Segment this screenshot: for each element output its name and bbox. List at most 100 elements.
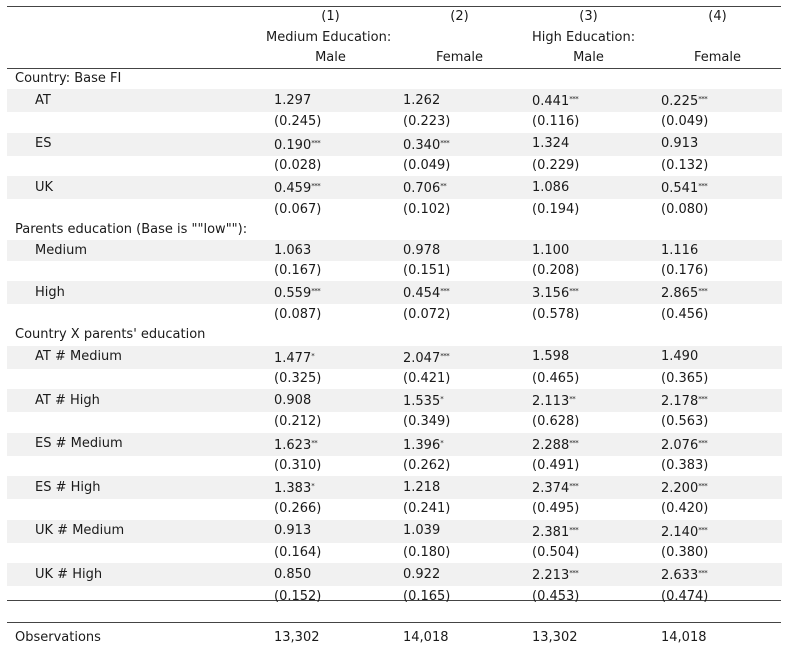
coefficient-cell: 2.865*** [653,281,782,305]
significance-stars: *** [698,569,708,578]
observations-cell: 13,302 [274,629,320,645]
std-error-cell: (0.028) [274,158,322,173]
regression-table-page: (1) (2) (3) (4) Medium Education: High E… [7,6,782,645]
coef-row: Medium 1.063 0.978 1.100 1.116 [7,240,782,261]
significance-stars: *** [569,525,579,534]
gender-label: Male [315,50,346,66]
significance-stars: *** [569,569,579,578]
observations-row: Observations 13,302 14,018 13,302 14,018 [7,627,782,648]
significance-stars: *** [569,95,579,104]
coef-row: ES 0.190*** 0.340*** 1.324 0.913 [7,132,782,156]
coef-row: ES # High 1.383* 1.218 2.374*** 2.200*** [7,476,782,500]
group-label-medium: Medium Education: [266,29,392,45]
coefficient-value: 0.850 [274,566,312,582]
variable-label: AT # Medium [7,345,266,369]
coefficient-cell: 0.978 [395,240,524,261]
std-error-cell: (0.495) [532,501,580,517]
std-error-cell: (0.365) [661,370,709,386]
variable-label: Medium [7,240,266,261]
observations-label: Observations [15,629,101,645]
coefficient-value: 2.213 [532,568,570,584]
std-error-cell: (0.151) [403,263,451,279]
coefficient-value: 1.297 [274,92,312,108]
coef-row: High 0.559*** 0.454*** 3.156*** 2.865*** [7,281,782,305]
significance-stars: *** [698,482,708,491]
coefficient-cell: 1.490 [653,345,782,369]
variable-label: AT [7,89,266,113]
std-error-cell: (0.421) [403,370,451,386]
std-error-row: (0.310) (0.262) (0.491) (0.383) [7,456,782,477]
significance-stars: *** [698,438,708,447]
coefficient-value: 2.200 [661,481,699,497]
coefficient-value: 1.116 [661,242,699,258]
std-error-cell: (0.380) [661,545,709,561]
coefficient-cell: 2.381*** [524,519,653,543]
significance-stars: *** [311,138,321,147]
significance-stars: *** [440,287,450,296]
observations-cell: 14,018 [403,629,449,645]
coefficient-cell: 1.262 [395,89,524,113]
std-error-cell: (0.132) [661,158,709,173]
std-error-cell: (0.504) [532,545,580,561]
std-error-cell: (0.578) [532,306,580,322]
top-rule [7,6,781,7]
coefficient-value: 0.913 [274,523,312,539]
significance-stars: *** [569,438,579,447]
coefficient-value: 2.140 [661,524,699,540]
bottom-rule [7,622,781,623]
std-error-cell: (0.080) [661,201,709,217]
gender-label: Female [435,50,483,66]
coefficient-cell: 1.100 [524,240,653,261]
variable-label: ES # High [7,476,266,500]
coefficient-value: 1.490 [661,349,699,365]
std-error-row: (0.266) (0.241) (0.495) (0.420) [7,499,782,520]
std-error-row: (0.152) (0.165) (0.453) (0.474) [7,586,782,607]
coefficient-cell: 1.324 [524,132,653,156]
coefficient-cell: 0.922 [395,563,524,587]
coefficient-cell: 0.454*** [395,281,524,305]
coef-row: UK # High 0.850 0.922 2.213*** 2.633*** [7,563,782,587]
coefficient-value: 3.156 [532,286,570,302]
std-error-cell: (0.491) [532,457,580,473]
significance-stars: ** [311,438,318,447]
coefficient-value: 0.978 [403,242,441,258]
coefficient-value: 1.396 [403,437,441,453]
coefficient-value: 1.100 [532,242,570,258]
coefficient-cell: 0.459*** [266,176,395,200]
coefficient-value: 0.454 [403,286,441,302]
coefficient-cell: 0.908 [266,389,395,413]
std-error-cell: (0.176) [661,263,709,279]
coefficient-value: 0.441 [532,94,570,110]
coefficient-value: 2.178 [661,394,699,410]
coefficient-value: 0.541 [661,181,699,197]
std-error-cell: (0.180) [403,545,451,561]
coefficient-value: 1.383 [274,481,312,497]
table-body: (1) (2) (3) (4) Medium Education: High E… [7,7,782,648]
observations-rule [7,600,781,601]
coefficient-cell: 0.340*** [395,132,524,156]
significance-stars: ** [569,395,576,404]
coefficient-cell: 0.559*** [266,281,395,305]
coefficient-value: 2.076 [661,437,699,453]
std-error-cell: (0.325) [274,370,322,386]
std-error-cell: (0.152) [274,588,322,604]
coefficient-value: 0.225 [661,94,699,110]
significance-stars: *** [698,395,708,404]
coef-row: ES # Medium 1.623** 1.396* 2.288*** 2.076*** [7,432,782,456]
std-error-cell: (0.245) [274,114,322,130]
section-label: Parents education (Base is ""low""): [15,222,248,238]
coefficient-cell: 2.047*** [395,345,524,369]
std-error-cell: (0.208) [532,263,580,279]
coefficient-cell: 1.477* [266,345,395,369]
std-error-cell: (0.102) [403,201,451,217]
coefficient-cell: 0.225*** [653,89,782,113]
std-error-cell: (0.167) [274,263,322,279]
coefficient-cell: 1.598 [524,345,653,369]
coefficient-value: 2.113 [532,394,570,410]
std-error-row: (0.028) (0.049) (0.229) (0.132) [7,156,782,177]
std-error-cell: (0.087) [274,306,322,322]
variable-label: AT # High [7,389,266,413]
col-number: (2) [450,9,469,25]
std-error-row: (0.212) (0.349) (0.628) (0.563) [7,412,782,433]
std-error-cell: (0.165) [403,588,451,604]
